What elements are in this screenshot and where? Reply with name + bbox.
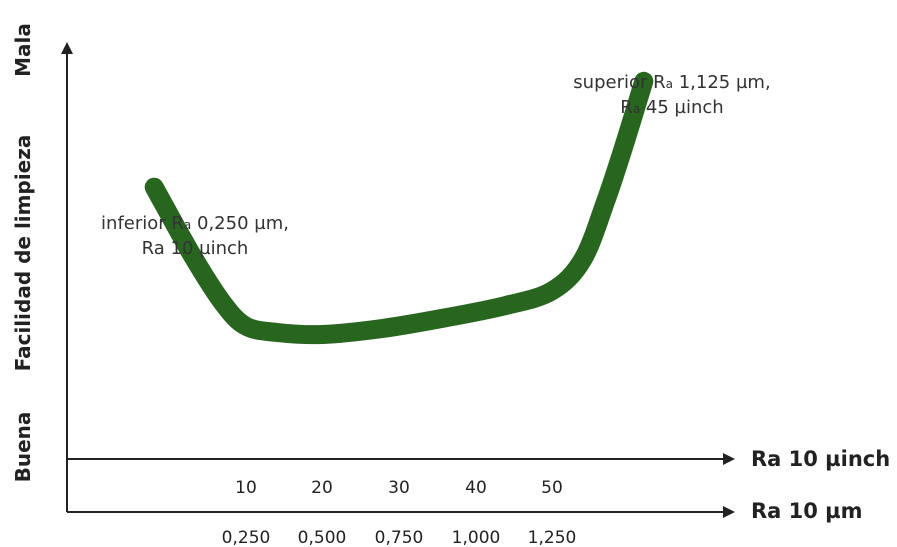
x-tick-secondary-1: 0,250 bbox=[222, 528, 271, 547]
x-tick-primary-1: 10 bbox=[235, 478, 257, 498]
annotation-lower-sub: a bbox=[184, 218, 191, 232]
x-tick-secondary-3: 0,750 bbox=[375, 528, 424, 547]
y-axis-bottom-label: Buena bbox=[11, 412, 35, 483]
annotation-lower-line1: inferior Ra 0,250 µm, bbox=[101, 213, 289, 234]
x-tick-primary-4: 40 bbox=[465, 478, 487, 498]
x-tick-secondary-5: 1,250 bbox=[528, 528, 577, 547]
annotation-upper-main: superior R bbox=[573, 72, 665, 93]
y-axis-top-label: Mala bbox=[11, 23, 35, 77]
roughness-cleanability-curve bbox=[144, 71, 654, 345]
annotation-upper-line1: superior Ra 1,125 µm, bbox=[573, 72, 770, 93]
x-tick-primary-3: 30 bbox=[388, 478, 410, 498]
x-axis-secondary-label: Ra 10 µm bbox=[751, 499, 863, 523]
annotation-upper-sub: a bbox=[666, 77, 673, 91]
x-tick-secondary-2: 0,500 bbox=[298, 528, 347, 547]
x-tick-secondary-4: 1,000 bbox=[452, 528, 501, 547]
annotation-lower-line2: Ra 10 µinch bbox=[142, 238, 249, 259]
annotation-lower-main: inferior R bbox=[101, 213, 184, 234]
annotation-upper-line2-main: R bbox=[620, 97, 633, 118]
annotation-upper-line2-rest: 45 µinch bbox=[640, 97, 724, 118]
x-tick-primary-5: 50 bbox=[541, 478, 563, 498]
annotation-upper-rest: 1,125 µm, bbox=[673, 72, 771, 93]
annotation-upper-line2: Ra 45 µinch bbox=[620, 97, 723, 118]
annotation-lower-rest: 0,250 µm, bbox=[191, 213, 289, 234]
annotation-upper-line2-sub: a bbox=[633, 102, 640, 116]
x-axis-primary-label: Ra 10 µinch bbox=[751, 447, 890, 471]
y-axis-label: Facilidad de limpieza bbox=[11, 135, 35, 372]
x-tick-primary-2: 20 bbox=[311, 478, 333, 498]
